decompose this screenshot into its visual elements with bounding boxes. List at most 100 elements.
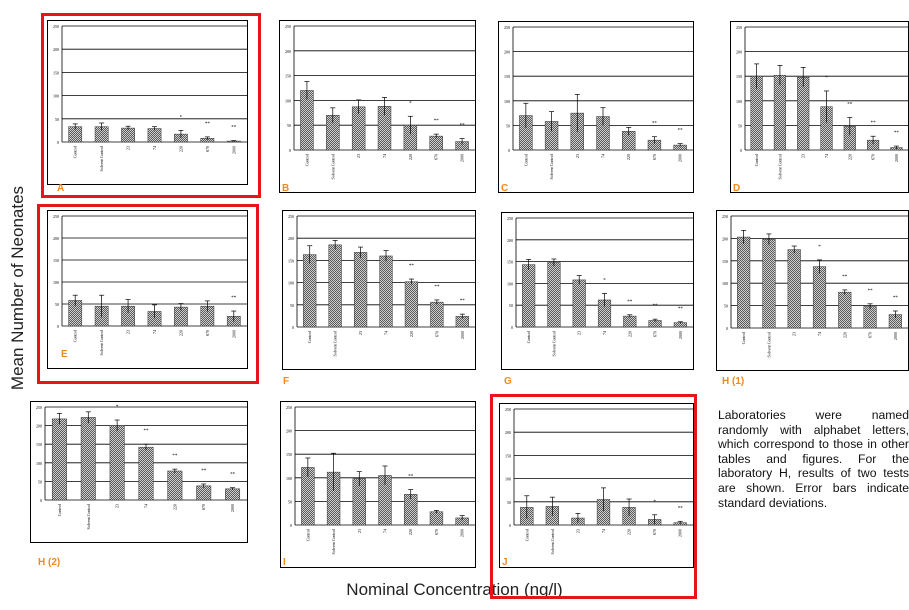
significance-mark: ** [868, 289, 874, 294]
chart-panel: 0 50 100 150 200 250 Control Solvent Control * 23… [30, 401, 248, 543]
bar-2000 [225, 488, 241, 501]
y-tick-label: 50 [55, 302, 59, 307]
y-tick-label: 100 [36, 461, 42, 466]
significance-mark: ** [409, 264, 415, 269]
chart-panel: 0 50 100 150 200 250 Control Solvent Control 23 7… [499, 403, 694, 568]
significance-mark: ** [205, 122, 211, 127]
y-tick-label: 50 [738, 123, 742, 128]
x-tick-label: 23 [357, 529, 362, 533]
significance-mark: ** [847, 103, 853, 108]
y-tick-label: 50 [55, 117, 59, 122]
x-tick-label: 23 [356, 154, 361, 158]
x-tick-label: 670 [868, 332, 873, 338]
y-tick-label: 200 [736, 50, 742, 55]
panel-label: H (1) [722, 376, 745, 387]
x-tick-label: 670 [652, 529, 657, 535]
x-tick-label: 23 [126, 146, 131, 150]
y-tick-label: 250 [53, 214, 59, 219]
x-tick-label: Solvent Control [550, 528, 555, 554]
y-tick-label: 250 [505, 407, 511, 412]
y-tick-label: 0 [290, 523, 292, 528]
significance-mark: ** [231, 126, 237, 131]
significance-mark: ** [408, 475, 414, 480]
bar-23 [353, 252, 368, 328]
x-tick-label: Control [307, 330, 312, 343]
x-tick-label: Solvent Control [777, 153, 782, 179]
y-tick-label: 50 [506, 123, 510, 128]
bar-23 [797, 76, 810, 151]
bar-23 [109, 425, 125, 501]
panel-frame [499, 403, 694, 568]
x-tick-label: 220 [627, 331, 632, 337]
y-tick-label: 50 [38, 479, 42, 484]
x-tick-label: 2000 [230, 504, 235, 512]
y-tick-label: 150 [53, 258, 59, 263]
panel-label: E [61, 349, 68, 360]
x-tick-label: 74 [384, 331, 389, 335]
x-tick-label: 670 [652, 154, 657, 160]
bar-220 [623, 315, 637, 328]
y-tick-label: 250 [722, 214, 728, 219]
chart-panel: 0 50 100 150 200 250 Control Solvent Control 23 *… [716, 210, 909, 371]
y-tick-label: 150 [288, 258, 294, 263]
bar-solvent-control [547, 262, 561, 328]
y-axis-label: Mean Number of Neonates [8, 185, 27, 391]
significance-mark: ** [460, 299, 466, 304]
y-tick-label: 50 [288, 499, 292, 504]
y-tick-label: 150 [507, 260, 513, 265]
y-tick-label: 200 [36, 424, 42, 429]
x-tick-label: 74 [152, 146, 157, 150]
significance-mark: ** [678, 307, 684, 312]
x-tick-label: Control [526, 330, 531, 343]
x-tick-label: 2000 [678, 154, 683, 162]
x-tick-label: 2000 [460, 331, 465, 339]
x-tick-label: Control [73, 145, 78, 158]
significance-mark: ** [678, 506, 684, 511]
significance-mark: * [409, 101, 412, 106]
panel-label: J [502, 557, 508, 568]
x-tick-label: 670 [653, 331, 658, 337]
y-tick-label: 250 [504, 25, 510, 30]
x-tick-label: 74 [152, 330, 157, 334]
y-tick-label: 200 [722, 236, 728, 241]
x-tick-label: 220 [408, 154, 413, 160]
panel-label: D [733, 183, 741, 194]
x-tick-label: 670 [871, 154, 876, 160]
significance-mark: ** [201, 469, 207, 474]
y-tick-label: 250 [288, 214, 294, 219]
significance-mark: ** [842, 275, 848, 280]
bar-74 [379, 255, 393, 328]
x-tick-label: 670 [434, 154, 439, 160]
significance-mark: ** [172, 454, 178, 459]
y-tick-label: 0 [57, 324, 59, 329]
y-tick-label: 250 [736, 25, 742, 30]
y-tick-label: 150 [285, 74, 291, 79]
x-tick-label: 23 [801, 154, 806, 158]
panel-frame [47, 210, 248, 369]
x-axis-label: Nominal Concentration (ng/l) [346, 580, 563, 599]
x-tick-label: 23 [126, 330, 131, 334]
bar-74 [138, 446, 154, 501]
bar-control [303, 254, 317, 328]
significance-mark: * [818, 245, 821, 250]
y-tick-label: 150 [36, 442, 42, 447]
highlight-box [37, 204, 259, 384]
x-tick-label: 220 [842, 332, 847, 338]
significance-mark: * [825, 76, 828, 81]
x-tick-label: Control [73, 329, 78, 342]
x-tick-label: 23 [575, 154, 580, 158]
x-tick-label: Solvent Control [333, 330, 338, 356]
significance-mark: ** [678, 129, 684, 134]
y-tick-label: 0 [292, 325, 294, 330]
y-tick-label: 100 [722, 281, 728, 286]
y-tick-label: 250 [507, 216, 513, 221]
panel-label: A [57, 183, 65, 194]
y-tick-label: 0 [508, 148, 510, 153]
x-tick-label: 2000 [231, 146, 236, 154]
significance-mark: ** [871, 121, 877, 126]
chart-panel: 0 50 100 150 200 250 Control Solvent Control 23 7… [498, 21, 694, 193]
chart-panel: 0 50 100 150 200 250 Control Solvent Control 23 7… [279, 20, 476, 193]
y-tick-label: 150 [504, 74, 510, 79]
y-tick-label: 250 [36, 405, 42, 410]
x-tick-label: Solvent Control [766, 331, 771, 357]
